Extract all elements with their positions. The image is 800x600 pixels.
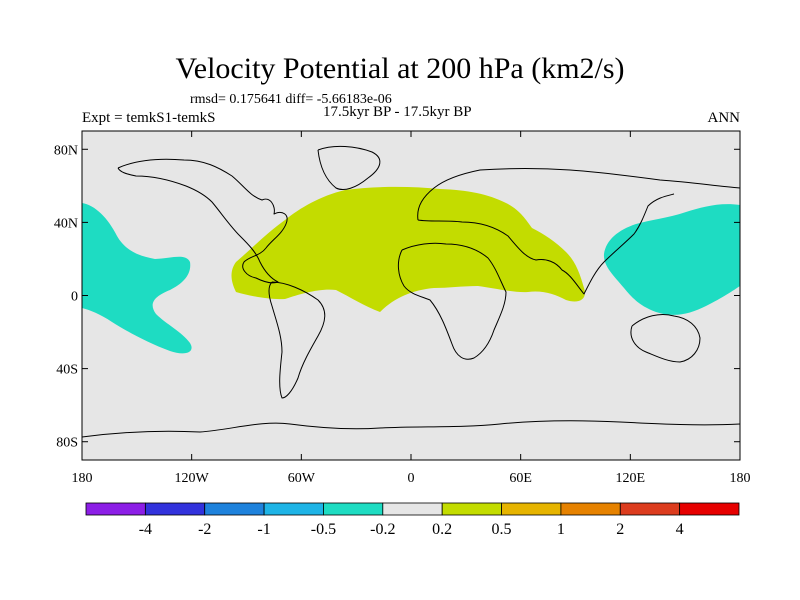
colorbar-label: -1: [257, 521, 270, 538]
colorbar-swatch: [679, 502, 740, 516]
colorbar-label: 1: [557, 521, 565, 538]
africa-coastline: [397, 242, 507, 360]
colorbar-label: -0.5: [311, 521, 336, 538]
map-title: Velocity Potential at 200 hPa (km2/s): [175, 52, 625, 85]
lat-tick-label: 80N: [54, 143, 78, 158]
australia-coastline: [630, 313, 701, 363]
colorbar: -4 -2 -1 -0.5 -0.2 0.2 0.5 1 2 4: [85, 502, 740, 538]
lat-tick-label: 80S: [56, 436, 78, 451]
lon-tick-label: 180: [730, 471, 751, 486]
europe-asia-coastline: [417, 168, 740, 295]
experiment-label: Expt = temkS1-temkS: [82, 110, 216, 126]
lat-tick-label: 40N: [54, 216, 78, 231]
anomaly-regions: [82, 186, 740, 354]
atlantic-africa-positive-region: [231, 186, 585, 312]
stats-line: rmsd= 0.175641 diff= -5.66183e-06: [190, 92, 392, 107]
colorbar-swatch: [501, 502, 562, 516]
map-axes: 80N 40N 0 40S 80S 180 120W 60W 0 60E 120E 180: [54, 131, 751, 486]
colorbar-label: 0.2: [432, 521, 452, 538]
lon-tick-label: 60W: [288, 471, 316, 486]
colorbar-swatch: [619, 502, 681, 516]
colorbar-label: 0.5: [492, 521, 512, 538]
coastlines: [82, 145, 740, 438]
greenland-coastline: [317, 145, 381, 191]
lon-tick-label: 120W: [175, 471, 210, 486]
colorbar-label: -4: [139, 521, 152, 538]
lon-tick-label: 0: [408, 471, 415, 486]
ocean-background: [82, 131, 740, 460]
colorbar-swatch: [85, 502, 146, 516]
lon-tick-label: 120E: [616, 471, 646, 486]
lon-tick-label: 60E: [509, 471, 532, 486]
colorbar-swatch: [441, 502, 502, 516]
south-america-coastline: [268, 281, 326, 399]
colorbar-label: 4: [676, 521, 684, 538]
period-label: 17.5kyr BP - 17.5kyr BP: [323, 104, 472, 120]
colorbar-swatch: [323, 502, 384, 516]
lon-tick-label: 180: [72, 471, 93, 486]
colorbar-swatch: [263, 502, 324, 516]
lat-tick-label: 40S: [56, 363, 78, 378]
colorbar-label: 2: [616, 521, 624, 538]
colorbar-label: -2: [198, 521, 211, 538]
antarctica-coastline: [82, 420, 740, 438]
north-america-coastline: [117, 158, 288, 284]
lat-tick-label: 0: [71, 290, 78, 305]
colorbar-swatch: [144, 502, 206, 516]
colorbar-swatch: [204, 502, 265, 516]
season-label: ANN: [707, 110, 741, 126]
colorbar-swatch: [560, 502, 621, 516]
central-pacific-negative-region: [82, 203, 192, 354]
colorbar-label: -0.2: [370, 521, 395, 538]
colorbar-swatch: [382, 502, 443, 516]
west-pacific-negative-region: [603, 204, 740, 315]
